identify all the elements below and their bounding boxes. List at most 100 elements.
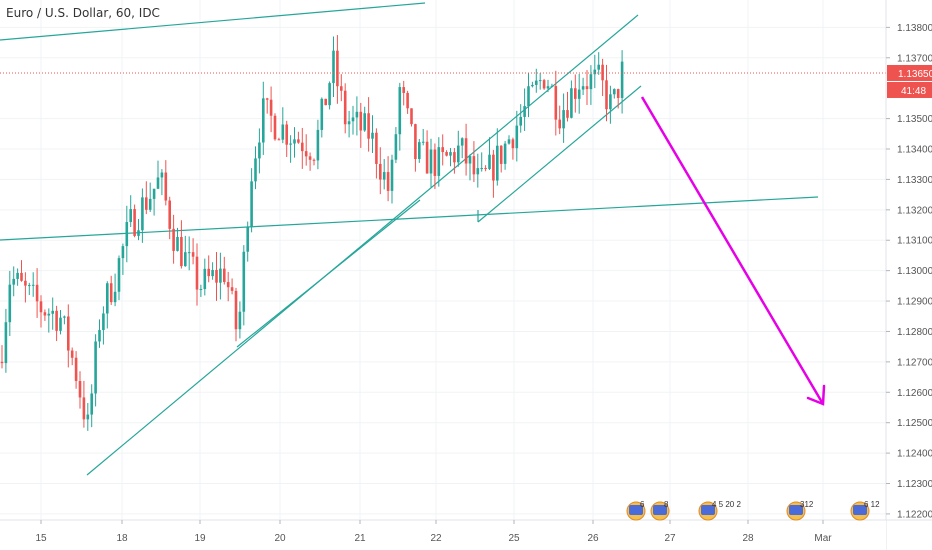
candle-body xyxy=(74,357,78,381)
candle-body xyxy=(273,115,277,140)
candle-body xyxy=(258,142,261,159)
price-tick-label: 1.13700 xyxy=(897,53,932,64)
time-tick-label: 25 xyxy=(508,533,520,544)
candle-body xyxy=(410,108,413,125)
price-tick-label: 1.12800 xyxy=(897,327,932,338)
candle-body xyxy=(265,98,269,100)
trendline xyxy=(86,14,639,476)
candle-body xyxy=(511,139,515,149)
time-tick-label: 21 xyxy=(354,533,366,544)
candle-body xyxy=(429,149,433,174)
candle-body xyxy=(523,106,526,117)
candle-body xyxy=(515,125,519,149)
candle-body xyxy=(51,310,54,314)
candle-body xyxy=(488,154,491,169)
time-axis-bg xyxy=(0,520,886,550)
candles xyxy=(0,35,886,431)
candle-body xyxy=(117,258,121,292)
countdown-tag xyxy=(887,81,932,98)
candle-body xyxy=(109,283,113,303)
event-badges: 6 8 4 5 20 2 312 6 12 xyxy=(626,500,880,521)
candle-body xyxy=(558,119,561,129)
candle-body xyxy=(297,139,300,143)
candle-body xyxy=(59,317,62,331)
candle-body xyxy=(468,156,472,164)
candle-body xyxy=(121,246,125,259)
candle-body xyxy=(570,88,573,118)
event-badge-label: 312 xyxy=(800,500,814,509)
time-tick-label: 19 xyxy=(194,533,206,544)
candle-body xyxy=(176,236,179,251)
time-tick-label: 22 xyxy=(430,533,442,544)
candle-body xyxy=(363,113,366,131)
candle-body xyxy=(386,172,390,191)
candle-body xyxy=(414,124,417,159)
candle-body xyxy=(78,380,82,398)
symbol-title: Euro / U.S. Dollar, 60, IDC xyxy=(6,6,160,20)
candle-body xyxy=(125,222,129,247)
candle-body xyxy=(550,86,554,88)
candle-body xyxy=(20,272,23,281)
price-tick-label: 1.12500 xyxy=(897,418,932,429)
candle-body xyxy=(141,197,144,231)
candle-body xyxy=(28,285,31,287)
event-flag-icon xyxy=(789,505,803,515)
candle-body xyxy=(148,198,152,210)
candle-body xyxy=(394,134,398,160)
candle-body xyxy=(301,142,304,152)
candle-body xyxy=(328,83,331,106)
candle-body xyxy=(390,159,394,191)
candle-body xyxy=(86,414,90,420)
candle-body xyxy=(343,90,347,125)
candle-body xyxy=(145,197,148,210)
arrow-shaft xyxy=(640,96,825,405)
candle-body xyxy=(499,145,503,164)
arrow-head xyxy=(806,384,826,406)
candle-body xyxy=(215,269,218,283)
candle-body xyxy=(351,117,355,122)
candle-body xyxy=(187,252,191,254)
trendline xyxy=(0,196,819,241)
candle-body xyxy=(238,311,242,330)
candle-body xyxy=(577,89,581,99)
candle-body xyxy=(476,168,480,175)
candle-body xyxy=(371,132,374,139)
candle-body xyxy=(226,282,230,288)
candle-body xyxy=(336,50,339,87)
candle-body xyxy=(538,80,542,82)
candle-body xyxy=(137,230,140,236)
candle-body xyxy=(425,141,429,174)
candle-body xyxy=(24,280,27,286)
candle-body xyxy=(460,138,464,146)
candle-body xyxy=(269,99,273,116)
candle-body xyxy=(593,69,597,75)
time-tick-label: 15 xyxy=(35,533,47,544)
event-badge-label: 4 5 20 2 xyxy=(712,500,741,509)
price-axis: 1.13800 1.13700 1.13500 1.13400 1.13300 1.132… xyxy=(885,0,932,550)
forecast-arrow xyxy=(640,96,826,406)
candle-body xyxy=(496,145,499,181)
time-tick-label: 27 xyxy=(664,533,676,544)
event-flag-icon xyxy=(701,505,715,515)
price-tick-label: 1.12900 xyxy=(897,297,932,308)
candle-body xyxy=(8,284,12,323)
time-tick-label: Mar xyxy=(814,533,832,544)
plot-area xyxy=(0,0,886,520)
last-price-label: 1.13650 xyxy=(898,69,932,80)
last-price-tag xyxy=(887,64,932,81)
time-tick-label: 26 xyxy=(587,533,599,544)
candle-body xyxy=(39,301,43,313)
candle-body xyxy=(35,284,39,302)
candle-body xyxy=(347,121,351,125)
candle-body xyxy=(441,147,444,153)
candle-body xyxy=(605,80,608,110)
candle-body xyxy=(554,86,558,120)
candle-body xyxy=(382,172,386,180)
candle-body xyxy=(82,397,86,420)
price-tick-label: 1.13400 xyxy=(897,145,932,156)
candle-body xyxy=(94,341,97,394)
candle-body xyxy=(581,86,585,90)
candle-body xyxy=(304,151,308,157)
